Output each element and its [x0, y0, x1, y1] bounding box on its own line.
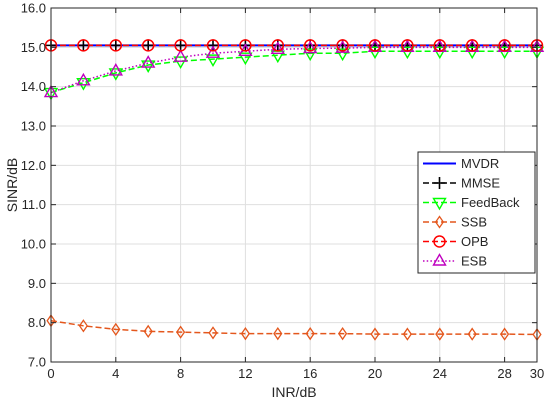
x-tick-label: 4 — [112, 366, 119, 381]
marker-opb — [271, 39, 285, 52]
legend-label-feedback: FeedBack — [461, 195, 520, 210]
x-tick-label: 20 — [368, 366, 382, 381]
marker-feedback — [205, 54, 221, 68]
x-tick-label: 8 — [177, 366, 184, 381]
marker-opb — [498, 39, 511, 52]
axis-ticks — [50, 7, 538, 363]
y-tick-label: 13.0 — [21, 119, 46, 134]
y-tick-label: 15.0 — [21, 40, 46, 55]
marker-feedback — [238, 52, 253, 66]
x-tick-label: 16 — [303, 366, 317, 381]
marker-ssb — [467, 327, 477, 341]
marker-ssb — [208, 326, 218, 340]
legend-label-esb: ESB — [461, 254, 487, 269]
y-tick-label: 10.0 — [21, 237, 46, 252]
series-line-feedback — [50, 50, 537, 94]
series-line-esb — [50, 46, 537, 94]
marker-ssb — [370, 327, 380, 341]
marker-esb — [302, 40, 318, 54]
x-tick-label: 28 — [497, 366, 511, 381]
y-tick-label: 11.0 — [22, 197, 46, 212]
legend-marker-opb — [433, 235, 446, 248]
marker-feedback — [76, 78, 91, 91]
marker-feedback — [497, 46, 512, 60]
x-tick-label: 0 — [47, 366, 54, 381]
marker-feedback — [140, 60, 156, 73]
legend-box — [417, 151, 536, 274]
x-tick-label: 24 — [433, 366, 447, 381]
marker-opb — [141, 39, 155, 52]
marker-opb — [433, 39, 447, 52]
y-tick-label: 14.0 — [21, 79, 46, 94]
marker-esb — [205, 45, 221, 58]
marker-feedback — [108, 68, 124, 81]
y-tick-labels: 7.0 8.0 9.0 10.0 11.0 12.0 13.0 14.0 15.0 16.0 — [21, 1, 46, 370]
y-tick-label: 9.0 — [28, 276, 46, 291]
plot-frame — [50, 7, 538, 363]
marker-opb — [109, 39, 123, 52]
marker-mmse — [142, 39, 155, 52]
marker-ssb — [111, 322, 121, 336]
marker-esb — [108, 63, 124, 76]
series-lines — [50, 44, 538, 336]
marker-opb — [401, 39, 414, 52]
marker-opb — [368, 39, 382, 52]
y-tick-label: 7.0 — [28, 355, 46, 370]
legend: MVDR MMSE FeedBack SSB OPB ESB — [417, 151, 536, 274]
marker-ssb — [176, 325, 186, 339]
marker-ssb — [240, 327, 250, 341]
series-line-ssb — [50, 319, 538, 336]
x-axis-label: INR/dB — [271, 384, 316, 400]
marker-feedback — [335, 48, 350, 62]
marker-ssb — [305, 327, 315, 341]
legend-marker-mmse — [433, 177, 446, 189]
marker-feedback — [400, 46, 415, 60]
series-markers — [43, 39, 545, 342]
marker-mmse — [271, 39, 284, 52]
legend-marker-feedback — [432, 197, 447, 211]
marker-opb — [206, 39, 220, 52]
marker-feedback — [432, 46, 448, 60]
marker-opb — [239, 39, 252, 52]
marker-ssb — [500, 327, 510, 341]
marker-ssb — [435, 327, 445, 341]
legend-label-ssb: SSB — [461, 215, 487, 230]
y-tick-label: 8.0 — [28, 315, 46, 330]
marker-ssb — [273, 327, 283, 341]
y-tick-label: 16.0 — [21, 1, 46, 16]
legend-label-mvdr: MVDR — [461, 156, 499, 171]
marker-esb — [270, 41, 286, 54]
marker-feedback — [464, 46, 480, 60]
marker-ssb — [78, 319, 88, 333]
legend-entries: MVDR MMSE FeedBack SSB OPB ESB — [423, 156, 520, 269]
marker-feedback — [302, 48, 318, 62]
marker-esb — [173, 49, 188, 62]
legend-label-mmse: MMSE — [461, 176, 500, 191]
legend-marker-esb — [432, 253, 447, 266]
marker-ssb — [402, 327, 412, 341]
x-tick-label: 12 — [238, 366, 252, 381]
marker-mmse — [109, 39, 122, 52]
marker-esb — [140, 55, 156, 68]
marker-ssb — [338, 327, 348, 341]
marker-opb — [336, 39, 349, 52]
y-axis-label: SINR/dB — [4, 158, 20, 212]
legend-marker-ssb — [434, 215, 445, 229]
marker-esb — [76, 72, 91, 86]
marker-mmse — [77, 39, 90, 52]
marker-opb — [303, 39, 317, 52]
marker-opb — [77, 39, 90, 52]
marker-feedback — [173, 56, 188, 70]
x-tick-label: 30 — [530, 366, 544, 381]
legend-label-opb: OPB — [461, 234, 488, 249]
marker-feedback — [367, 46, 383, 60]
x-tick-labels: 0 4 8 12 16 20 24 28 30 — [47, 366, 544, 381]
marker-esb — [335, 40, 350, 53]
y-tick-label: 12.0 — [21, 158, 46, 173]
marker-opb — [174, 39, 187, 52]
marker-opb — [465, 39, 479, 52]
marker-ssb — [143, 324, 153, 338]
